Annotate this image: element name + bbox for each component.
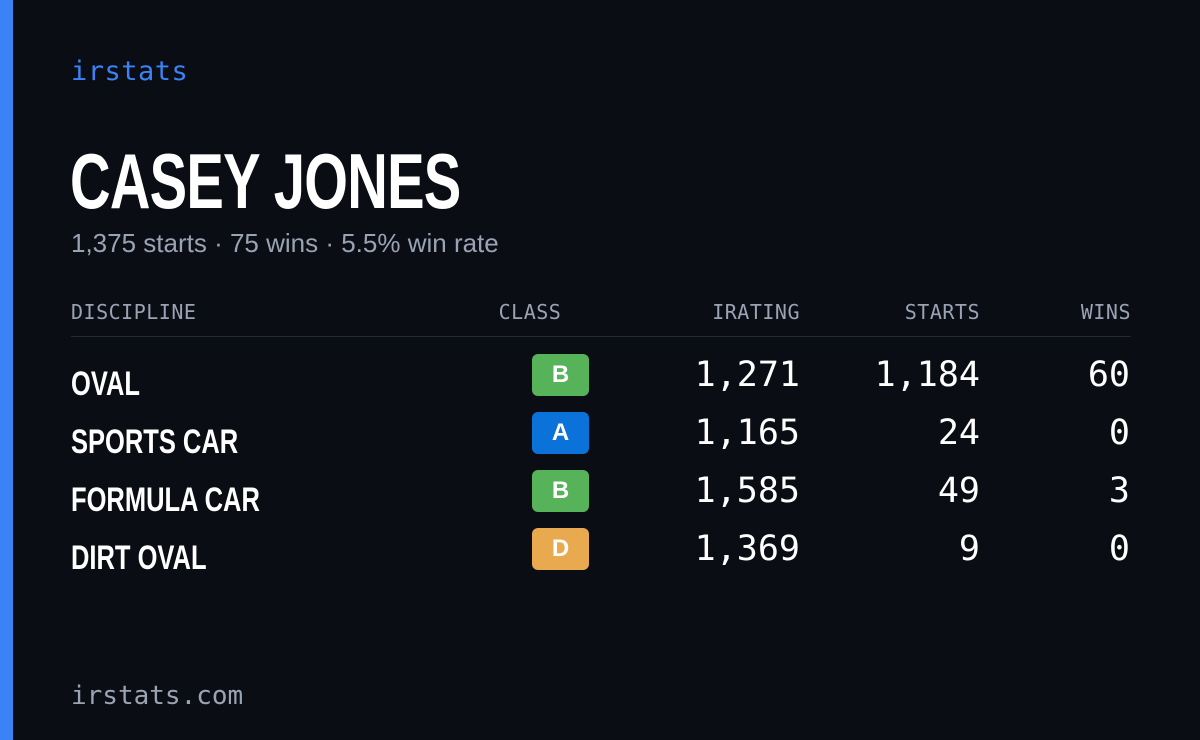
accent-bar xyxy=(0,0,13,740)
starts-value: 1,184 xyxy=(874,355,980,395)
brand-logo: irstats xyxy=(71,56,189,87)
discipline-name: DIRT OVAL xyxy=(71,539,207,577)
wins-value: 0 xyxy=(1108,413,1130,453)
class-badge: D xyxy=(532,528,589,570)
discipline-name: OVAL xyxy=(71,365,140,403)
table-row: SPORTS CAR A 1,165 24 0 xyxy=(71,411,1131,469)
starts-value: 9 xyxy=(958,529,980,569)
table-body: OVAL B 1,271 1,184 60 SPORTS CAR A 1,165… xyxy=(71,353,1131,585)
table-row: DIRT OVAL D 1,369 9 0 xyxy=(71,527,1131,585)
irating-value: 1,271 xyxy=(694,355,800,395)
discipline-name: SPORTS CAR xyxy=(71,423,239,461)
class-badge: A xyxy=(532,412,589,454)
irating-value: 1,585 xyxy=(694,471,800,511)
table-row: OVAL B 1,271 1,184 60 xyxy=(71,353,1131,411)
header-irating: IRATING xyxy=(712,300,800,324)
discipline-name: FORMULA CAR xyxy=(71,481,260,519)
header-starts: STARTS xyxy=(904,300,980,324)
wins-value: 0 xyxy=(1108,529,1130,569)
wins-value: 60 xyxy=(1087,355,1130,395)
header-wins: WINS xyxy=(1080,300,1131,324)
footer-domain: irstats.com xyxy=(71,681,244,711)
header-discipline: DISCIPLINE xyxy=(71,300,197,324)
irating-value: 1,369 xyxy=(694,529,800,569)
discipline-table: DISCIPLINE CLASS IRATING STARTS WINS OVA… xyxy=(71,298,1131,585)
irating-value: 1,165 xyxy=(694,413,800,453)
table-header: DISCIPLINE CLASS IRATING STARTS WINS xyxy=(71,298,1131,337)
starts-value: 49 xyxy=(937,471,980,511)
driver-summary: 1,375 starts · 75 wins · 5.5% win rate xyxy=(71,228,499,258)
starts-value: 24 xyxy=(937,413,980,453)
wins-value: 3 xyxy=(1108,471,1130,511)
header-class: CLASS xyxy=(498,300,562,324)
table-row: FORMULA CAR B 1,585 49 3 xyxy=(71,469,1131,527)
driver-name: CASEY JONES xyxy=(70,137,461,225)
class-badge: B xyxy=(532,470,589,512)
class-badge: B xyxy=(532,354,589,396)
